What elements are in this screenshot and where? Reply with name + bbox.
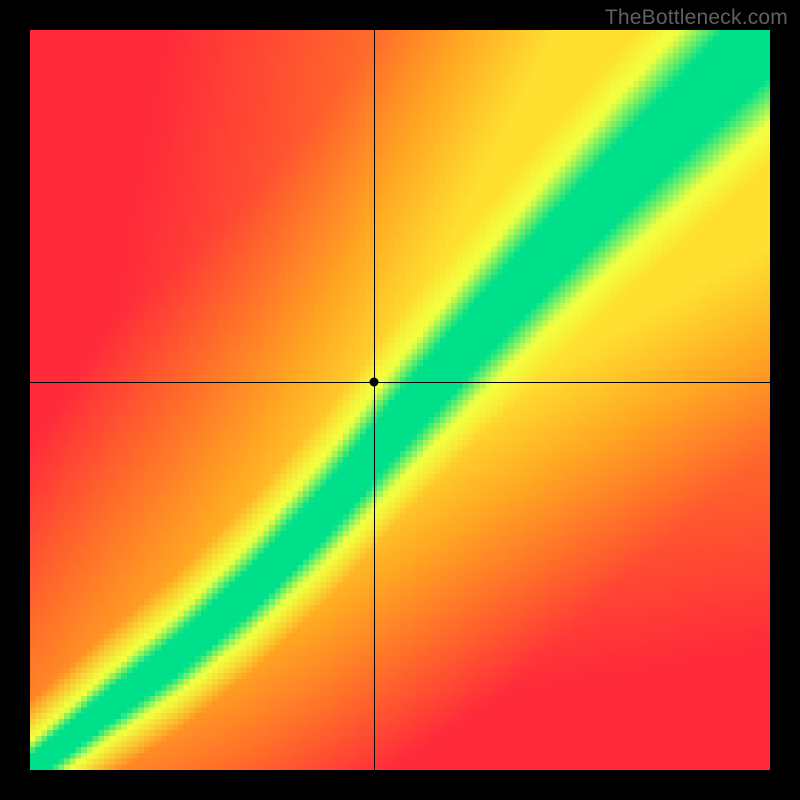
heatmap-canvas [30,30,770,770]
crosshair-vertical [374,30,375,770]
watermark-text: TheBottleneck.com [605,6,788,30]
crosshair-horizontal [30,382,770,383]
heatmap-plot [30,30,770,770]
crosshair-marker [370,377,379,386]
